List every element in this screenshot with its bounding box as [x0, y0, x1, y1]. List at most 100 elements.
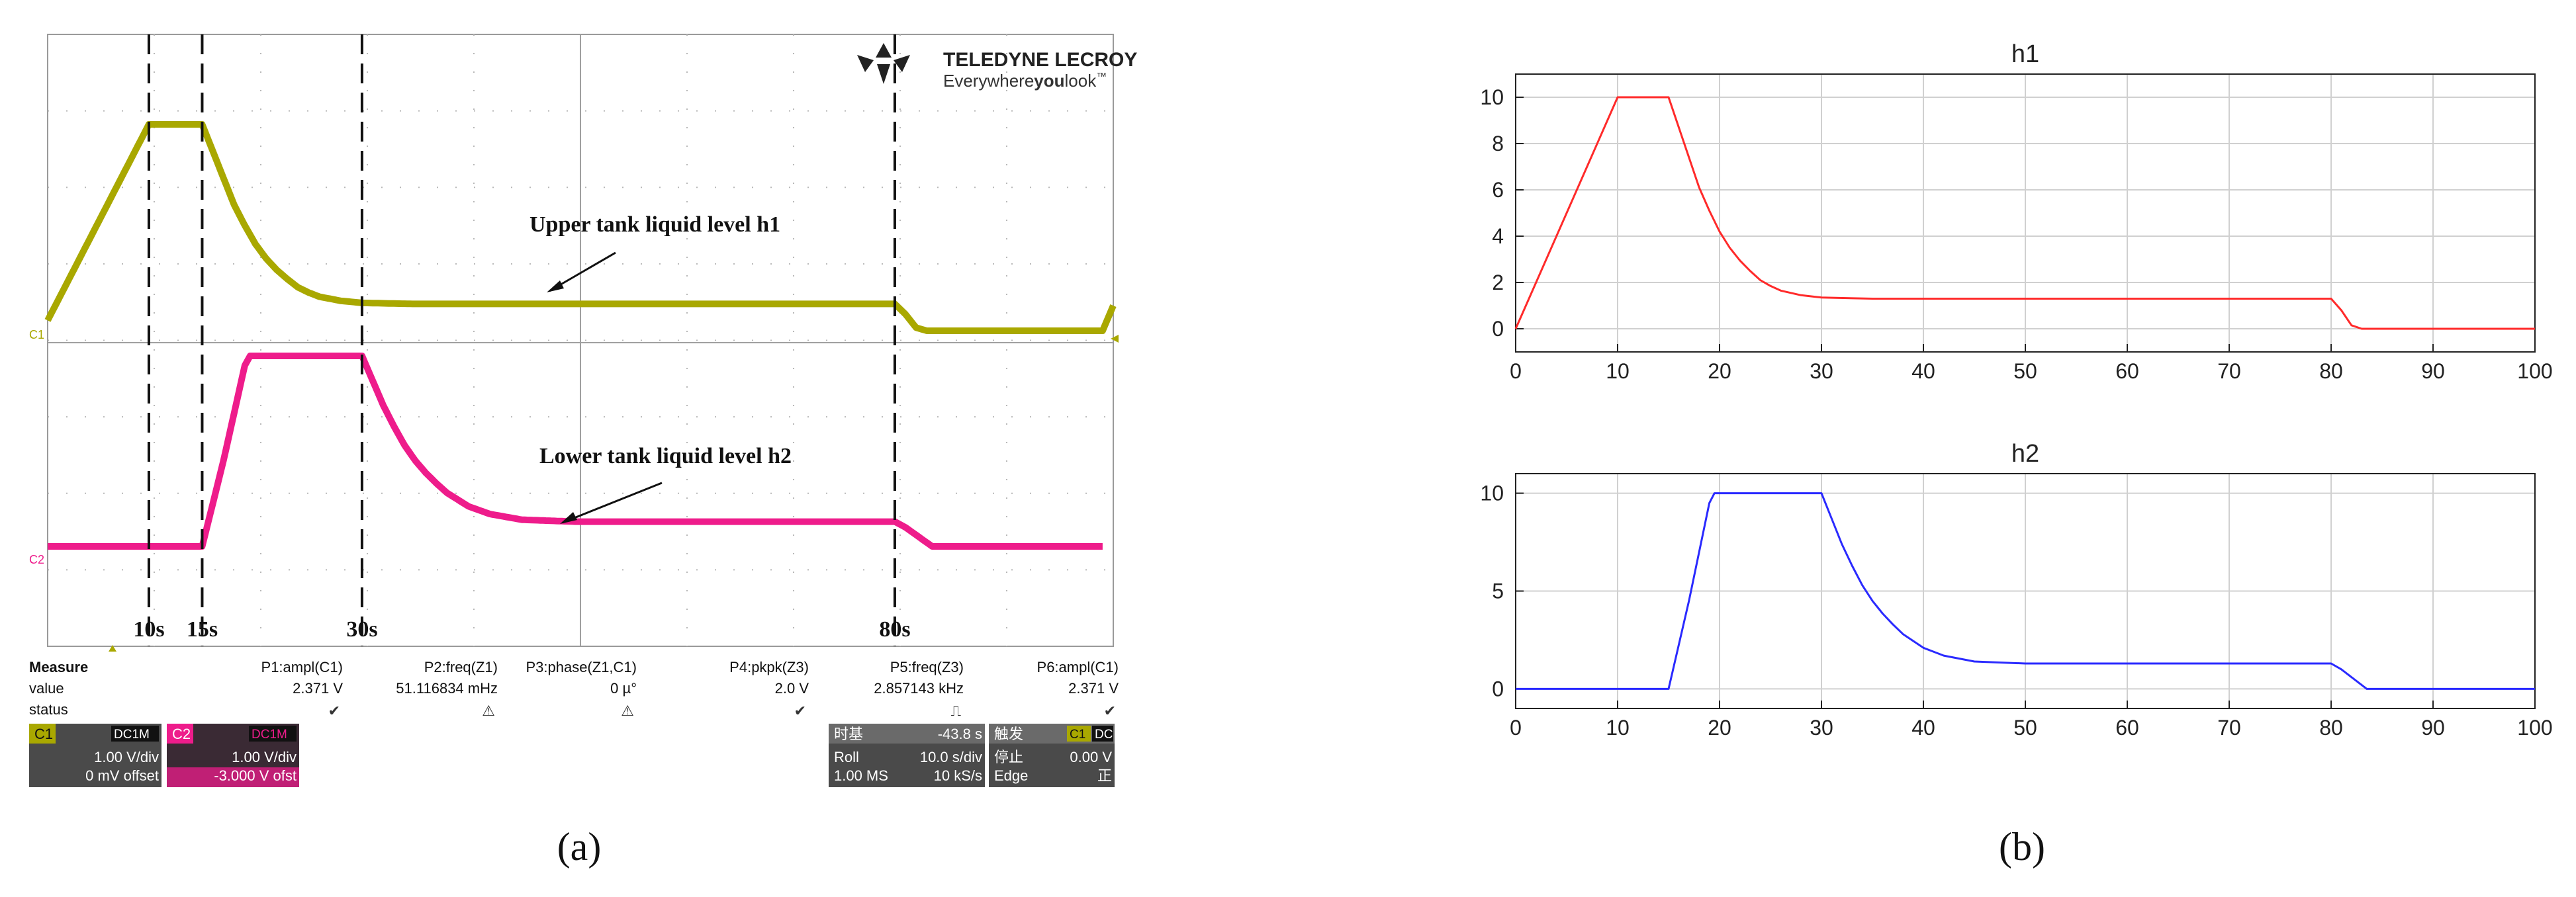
measure-value: 2.857143 kHz [874, 680, 964, 697]
measure-value: 0 µ° [610, 680, 637, 697]
annotation-h1: Upper tank liquid level h1 [529, 212, 780, 237]
x-tick-label: 60 [2115, 716, 2139, 740]
x-tick-label: 80 [2319, 716, 2343, 740]
c1-box-tag: C1 [34, 726, 53, 742]
measure-status-icon: ✔ [1104, 703, 1116, 719]
time-marker-label: 15s [187, 617, 218, 642]
scope-time-markers: 10s 15s 30s 80s [133, 34, 911, 646]
y-tick-label: 2 [1492, 271, 1504, 294]
scope-grid [48, 34, 1113, 646]
measure-status-icon: ✔ [794, 703, 806, 719]
measure-status-icon: ✔ [328, 703, 340, 719]
x-tick-label: 80 [2319, 359, 2343, 383]
annotation-h2: Lower tank liquid level h2 [539, 444, 792, 468]
y-tick-label: 8 [1492, 132, 1504, 155]
trigger-slope: 正 [1097, 767, 1112, 784]
x-tick-label: 20 [1708, 359, 1731, 383]
channel-box-c1[interactable]: C1 DC1M 1.00 V/div 0 mV offset [29, 724, 161, 787]
x-tick-label: 40 [1911, 716, 1935, 740]
panel-label-b: (b) [1999, 825, 2045, 869]
c1-trace-h1 [44, 121, 1117, 334]
annotation-h2-arrow [562, 482, 663, 524]
time-marker-label: 10s [133, 617, 164, 642]
plot-frame [1515, 73, 2536, 353]
x-tick-label: 30 [1810, 716, 1833, 740]
timebase-mode: Roll [834, 749, 859, 765]
timebase-delay: -43.8 s [938, 726, 982, 742]
lecroy-mark-icon [857, 43, 910, 84]
x-tick-label: 50 [2013, 716, 2037, 740]
x-tick-label: 50 [2013, 359, 2037, 383]
c2-coupling: DC1M [252, 728, 287, 742]
timebase-title: 时基 [834, 726, 863, 742]
time-marker-label: 80s [879, 617, 910, 642]
x-tick-label: 90 [2421, 716, 2445, 740]
measure-value: 2.371 V [293, 680, 343, 697]
x-tick-label: 0 [1510, 716, 1522, 740]
scope-traces [44, 121, 1117, 550]
x-tick-label: 60 [2115, 359, 2139, 383]
measure-value: 2.0 V [775, 680, 809, 697]
trigger-state: 停止 [994, 749, 1023, 765]
c2-vdiv: 1.00 V/div [232, 749, 297, 765]
measure-value: 51.116834 mHz [396, 680, 498, 697]
timebase-samples: 1.00 MS [834, 767, 888, 784]
x-tick-label: 70 [2217, 716, 2241, 740]
measure-param: P3:phase(Z1,C1) [526, 659, 637, 675]
c1-offset: 0 mV offset [85, 767, 159, 784]
measure-param: P5:freq(Z3) [890, 659, 964, 675]
brand-name: TELEDYNE LECROY [943, 49, 1137, 71]
channel-box-c2[interactable]: C2 DC1M 1.00 V/div -3.000 V ofst [167, 724, 299, 787]
measure-param: P1:ampl(C1) [261, 659, 343, 675]
y-tick-label: 0 [1492, 317, 1504, 341]
y-tick-label: 4 [1492, 224, 1504, 248]
x-tick-label: 10 [1606, 716, 1630, 740]
trigger-source: C1 [1070, 728, 1085, 742]
y-tick-label: 6 [1492, 178, 1504, 202]
value-row-label: value [29, 680, 64, 697]
timebase-box[interactable]: 时基 -43.8 s Roll 10.0 s/div 1.00 MS 10 kS… [829, 724, 985, 787]
x-tick-label: 90 [2421, 359, 2445, 383]
x-tick-label: 20 [1708, 716, 1731, 740]
timebase-rate: 10 kS/s [934, 767, 982, 784]
measure-status-icon: ⎍ [951, 703, 961, 719]
ch2-edge-tag: C2 [29, 553, 44, 566]
simulation-chart-h2: 0 10 20 30 40 50 60 70 80 90 100 0 5 10 h2 [1480, 440, 2552, 740]
x-tick-label: 70 [2217, 359, 2241, 383]
brand-tagline: Everywhereyoulook™ [943, 71, 1107, 91]
chart-title: h1 [2011, 40, 2039, 68]
measure-value: 2.371 V [1068, 680, 1119, 697]
trigger-type: Edge [994, 767, 1028, 784]
panel-label-a: (a) [557, 825, 602, 869]
x-tick-label: 0 [1510, 359, 1522, 383]
chart-title: h2 [2011, 440, 2039, 468]
measure-param: P4:pkpk(Z3) [729, 659, 809, 675]
x-tick-label: 10 [1606, 359, 1630, 383]
c1-coupling: DC1M [114, 728, 150, 742]
c2-box-tag: C2 [172, 726, 191, 742]
c1-vdiv: 1.00 V/div [94, 749, 159, 765]
trigger-coupling: DC [1095, 728, 1113, 742]
measure-row-label: Measure [29, 659, 88, 675]
measure-status-icon: ⚠ [482, 703, 495, 719]
timebase-tdiv: 10.0 s/div [920, 749, 982, 765]
y-tick-label: 10 [1480, 85, 1504, 109]
measure-param: P6:ampl(C1) [1037, 659, 1119, 675]
x-tick-label: 30 [1810, 359, 1833, 383]
trigger-position-marker-icon [109, 645, 116, 652]
measure-table: Measure value status P1:ampl(C1) 2.371 V ✔… [29, 659, 1119, 719]
y-tick-label: 5 [1492, 579, 1504, 603]
annotation-h1-arrowhead [547, 280, 564, 292]
trigger-level-marker-icon [1111, 335, 1119, 343]
x-tick-label: 40 [1911, 359, 1935, 383]
measure-status-icon: ⚠ [621, 703, 634, 719]
series-line-h2 [1516, 492, 2535, 690]
trigger-box[interactable]: 触发 C1 DC 停止 0.00 V Edge 正 [989, 724, 1115, 787]
teledyne-lecroy-logo: TELEDYNE LECROY Everywhereyoulook™ [857, 43, 1137, 91]
annotation-h2-arrowhead [560, 512, 577, 524]
c2-offset: -3.000 V ofst [214, 767, 297, 784]
simulation-chart-h1: 0 10 20 30 40 50 60 70 80 90 100 0 2 4 6 8 10 h1 [1480, 40, 2552, 383]
